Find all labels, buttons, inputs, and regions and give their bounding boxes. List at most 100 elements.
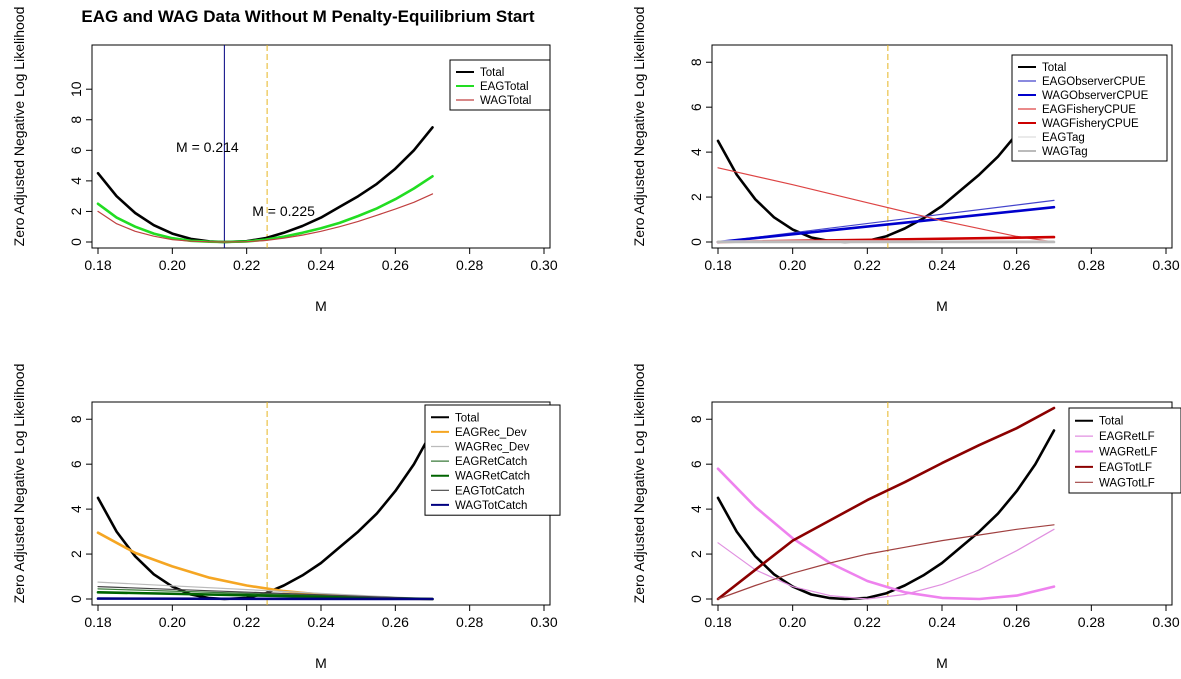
series-line-wagtotlf bbox=[717, 524, 1055, 600]
y-tick-label: 4 bbox=[688, 505, 704, 513]
y-tick-label: 6 bbox=[688, 103, 704, 111]
x-tick-label: 0.28 bbox=[456, 614, 483, 630]
series-line-wagobservercpue bbox=[716, 205, 1056, 244]
legend-label: EAGRetLF bbox=[1099, 431, 1155, 443]
x-axis-label: M bbox=[936, 655, 948, 671]
y-tick-label: 6 bbox=[68, 146, 84, 154]
legend-label: EAGTotLF bbox=[1099, 462, 1152, 474]
y-axis-label: Zero Adjusted Negative Log Likelihood bbox=[11, 364, 27, 604]
legend-label: EAGTotCatch bbox=[455, 485, 525, 497]
legend-label: WAGTag bbox=[1042, 146, 1088, 158]
x-tick-label: 0.20 bbox=[779, 614, 806, 630]
y-tick-label: 4 bbox=[68, 177, 84, 185]
plot-area bbox=[96, 402, 434, 605]
series-line-eagtotcatch bbox=[97, 585, 434, 600]
x-tick-label: 0.24 bbox=[928, 257, 955, 273]
x-tick-label: 0.20 bbox=[779, 257, 806, 273]
y-tick-label: 0 bbox=[68, 595, 84, 603]
series-line-total bbox=[96, 126, 434, 244]
legend: Total EAGRec_Dev WAGRec_Dev EAGRetCatch WAGR… bbox=[424, 404, 561, 516]
legend-label: WAGRec_Dev bbox=[455, 442, 530, 454]
series-line-total bbox=[716, 72, 1056, 244]
legend-label: Total bbox=[455, 412, 479, 424]
legend: Total EAGTotal WAGTotal bbox=[449, 59, 551, 111]
x-tick-label: 0.26 bbox=[1003, 614, 1030, 630]
x-tick-label: 0.28 bbox=[456, 257, 483, 273]
legend-box bbox=[424, 404, 561, 516]
y-axis-label: Zero Adjusted Negative Log Likelihood bbox=[631, 7, 647, 247]
x-axis-label: M bbox=[315, 655, 327, 671]
x-tick-label: 0.30 bbox=[1152, 257, 1179, 273]
x-tick-label: 0.18 bbox=[84, 257, 111, 273]
x-tick-label: 0.30 bbox=[530, 614, 557, 630]
annotation: M = 0.214 bbox=[176, 139, 239, 155]
legend-label: WAGObserverCPUE bbox=[1042, 90, 1149, 102]
legend: Total EAGObserverCPUE WAGObserverCPUE EAGFi… bbox=[1011, 54, 1168, 162]
figure-title: EAG and WAG Data Without M Penalty-Equil… bbox=[81, 7, 535, 26]
legend-label: EAGFisheryCPUE bbox=[1042, 104, 1136, 116]
y-tick-label: 4 bbox=[68, 505, 84, 513]
y-tick-label: 8 bbox=[688, 415, 704, 423]
y-tick-label: 2 bbox=[688, 550, 704, 558]
panel-2: 0.18 0.20 0.22 0.24 0.26 0.28 0.30 0 2 4 6 8 M Zero A… bbox=[631, 7, 1180, 314]
y-tick-label: 2 bbox=[688, 193, 704, 201]
legend-label: EAGRetCatch bbox=[455, 456, 527, 468]
legend-box bbox=[449, 59, 551, 111]
x-axis-label: M bbox=[936, 298, 948, 314]
x-tick-label: 0.18 bbox=[84, 614, 111, 630]
legend-box bbox=[1011, 54, 1168, 162]
plot-area bbox=[96, 45, 434, 248]
y-axis-label: Zero Adjusted Negative Log Likelihood bbox=[631, 364, 647, 604]
legend-label: EAGRec_Dev bbox=[455, 427, 527, 439]
panel-4: 0.18 0.20 0.22 0.24 0.26 0.28 0.30 0 2 4 6 8 M Zero A… bbox=[631, 364, 1181, 671]
x-tick-label: 0.26 bbox=[1003, 257, 1030, 273]
y-tick-label: 6 bbox=[68, 460, 84, 468]
series-line-eagtotlf bbox=[716, 406, 1056, 601]
y-axis-label: Zero Adjusted Negative Log Likelihood bbox=[11, 7, 27, 247]
x-tick-label: 0.26 bbox=[382, 614, 409, 630]
annotation: M = 0.225 bbox=[252, 203, 315, 219]
legend-label: EAGTotal bbox=[480, 81, 529, 93]
series-line-eagtotal bbox=[96, 175, 434, 244]
x-tick-label: 0.24 bbox=[928, 614, 955, 630]
x-tick-label: 0.26 bbox=[382, 257, 409, 273]
y-tick-label: 4 bbox=[688, 148, 704, 156]
legend-label: EAGTag bbox=[1042, 132, 1085, 144]
series-line-eagretlf bbox=[717, 528, 1055, 600]
x-tick-label: 0.28 bbox=[1078, 257, 1105, 273]
y-tick-label: 0 bbox=[688, 238, 704, 246]
x-axis-label: M bbox=[315, 298, 327, 314]
x-tick-label: 0.22 bbox=[854, 257, 881, 273]
y-tick-label: 6 bbox=[688, 460, 704, 468]
y-tick-label: 8 bbox=[688, 58, 704, 66]
legend-label: Total bbox=[1099, 416, 1123, 428]
x-tick-label: 0.30 bbox=[530, 257, 557, 273]
panel-3: 0.18 0.20 0.22 0.24 0.26 0.28 0.30 0 2 4 6 8 M Zero A… bbox=[11, 364, 561, 671]
legend-label: WAGTotal bbox=[480, 95, 531, 107]
x-tick-label: 0.24 bbox=[307, 614, 334, 630]
panel-1: 0.18 0.20 0.22 0.24 0.26 0.28 0.30 0 2 4 6 8 10 M Zero… bbox=[11, 7, 558, 314]
series-line-eagfisherycpue bbox=[717, 167, 1055, 243]
y-tick-label: 10 bbox=[68, 81, 84, 97]
y-tick-label: 2 bbox=[68, 207, 84, 215]
x-tick-label: 0.18 bbox=[704, 614, 731, 630]
y-tick-label: 0 bbox=[68, 238, 84, 246]
y-tick-label: 2 bbox=[68, 550, 84, 558]
legend-label: Total bbox=[480, 67, 504, 79]
x-tick-label: 0.22 bbox=[233, 257, 260, 273]
series-line-wagretlf bbox=[716, 467, 1056, 601]
legend-label: WAGRetLF bbox=[1099, 447, 1157, 459]
series-line-wagrec-dev bbox=[97, 581, 434, 600]
legend-label: Total bbox=[1042, 62, 1066, 74]
x-tick-label: 0.20 bbox=[159, 614, 186, 630]
plot-area bbox=[716, 402, 1056, 605]
x-tick-label: 0.18 bbox=[704, 257, 731, 273]
series-line-wagtotal bbox=[97, 193, 434, 243]
y-tick-label: 0 bbox=[688, 595, 704, 603]
legend-label: WAGTotCatch bbox=[455, 500, 527, 512]
y-tick-label: 8 bbox=[68, 116, 84, 124]
legend-label: WAGRetCatch bbox=[455, 471, 530, 483]
x-tick-label: 0.20 bbox=[159, 257, 186, 273]
series-line-total bbox=[96, 429, 434, 601]
